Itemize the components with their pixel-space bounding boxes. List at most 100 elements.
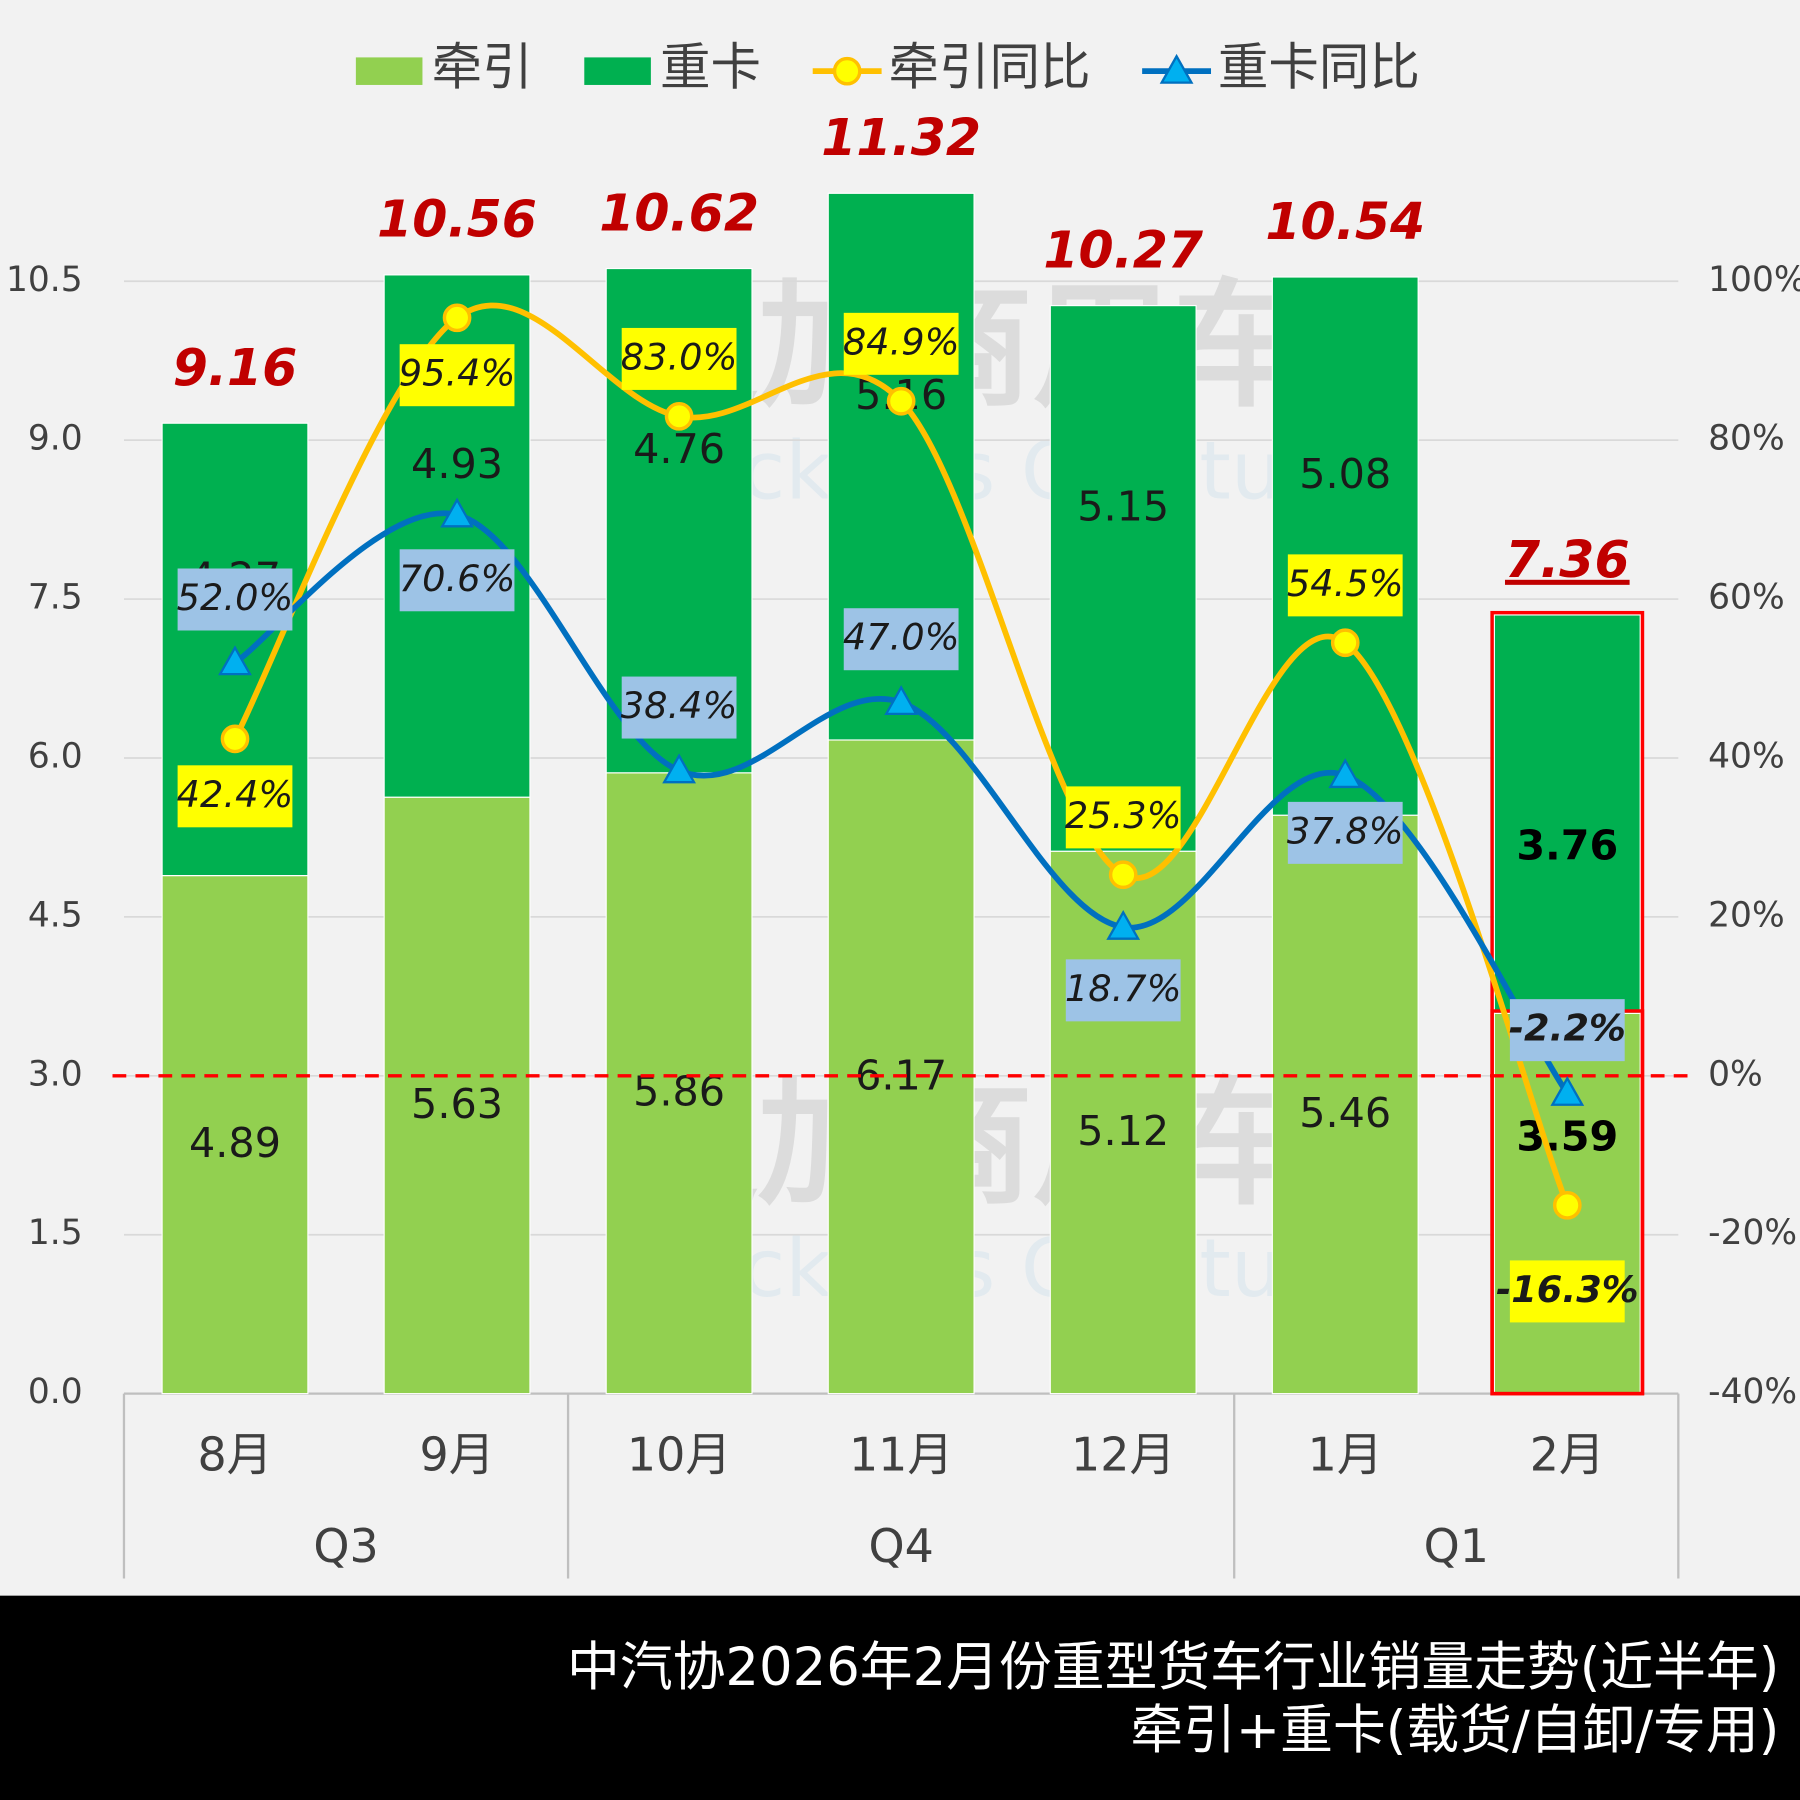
total-label: 11.32 bbox=[821, 108, 981, 167]
value-label: -2.2% bbox=[1509, 1007, 1626, 1050]
segment-label: 5.08 bbox=[1299, 450, 1391, 498]
segment-label: 4.89 bbox=[189, 1119, 281, 1167]
total-label: 10.62 bbox=[599, 183, 759, 242]
marker bbox=[1550, 1076, 1585, 1106]
legend-marker bbox=[1159, 53, 1194, 84]
marker bbox=[886, 386, 916, 416]
x-tick-label: 8月 bbox=[197, 1427, 272, 1481]
marker bbox=[884, 685, 919, 715]
y-tick-label: 0.0 bbox=[28, 1372, 83, 1412]
value-label-bg bbox=[621, 676, 737, 739]
y-tick-label: 1.5 bbox=[28, 1213, 83, 1253]
legend-swatch bbox=[355, 57, 423, 85]
group-label: Q1 bbox=[1424, 1519, 1489, 1573]
value-label: 84.9% bbox=[843, 320, 960, 363]
x-tick-label: 1月 bbox=[1308, 1427, 1383, 1481]
marker bbox=[442, 303, 472, 333]
value-label: 42.4% bbox=[177, 773, 294, 816]
bar-segment bbox=[827, 739, 975, 1395]
y-tick-label: 3.0 bbox=[28, 1054, 83, 1094]
value-label: 25.3% bbox=[1065, 794, 1182, 837]
segment-label: 3.76 bbox=[1516, 822, 1618, 870]
value-label: 18.7% bbox=[1065, 967, 1182, 1010]
footer-title: 中汽协2026年2月份重型货车行业销量走势(近半年) bbox=[567, 1637, 1779, 1698]
total-label: 9.16 bbox=[173, 338, 298, 397]
y2-tick-label: 0% bbox=[1708, 1054, 1763, 1094]
value-label-bg bbox=[1509, 1260, 1625, 1323]
x-tick-label: 11月 bbox=[849, 1427, 953, 1481]
y-tick-label: 10.5 bbox=[6, 260, 83, 300]
legend-label: 牵引同比 bbox=[888, 38, 1090, 97]
x-tick-label: 9月 bbox=[419, 1427, 494, 1481]
value-label-bg bbox=[399, 344, 515, 407]
value-label: -16.3% bbox=[1496, 1268, 1639, 1311]
marker bbox=[664, 401, 694, 431]
bar-segment bbox=[1493, 614, 1641, 1014]
y-tick-label: 6.0 bbox=[28, 736, 83, 776]
legend-swatch bbox=[584, 57, 651, 85]
marker bbox=[1106, 909, 1141, 940]
x-tick-label: 2月 bbox=[1530, 1427, 1605, 1481]
bar-segment bbox=[1049, 850, 1197, 1395]
legend-label: 牵引 bbox=[432, 38, 533, 97]
legend-marker bbox=[832, 56, 862, 86]
bar-segment bbox=[605, 772, 753, 1395]
segment-label: 5.46 bbox=[1299, 1089, 1391, 1137]
value-label: 54.5% bbox=[1287, 562, 1404, 605]
total-label: 10.56 bbox=[377, 190, 537, 249]
bar-segment bbox=[161, 875, 309, 1395]
segment-label: 5.63 bbox=[411, 1080, 503, 1128]
legend-label: 重卡 bbox=[660, 38, 761, 97]
footer-band bbox=[0, 1595, 1800, 1800]
y2-tick-label: 80% bbox=[1708, 419, 1785, 459]
value-label: 38.4% bbox=[621, 684, 738, 727]
marker bbox=[220, 724, 250, 754]
value-label-bg bbox=[1287, 801, 1403, 864]
value-label-bg bbox=[843, 312, 959, 375]
bar-segment bbox=[1049, 305, 1197, 852]
total-label: 10.54 bbox=[1265, 192, 1425, 251]
y2-tick-label: 20% bbox=[1708, 895, 1785, 935]
value-label-bg bbox=[177, 765, 293, 828]
marker bbox=[218, 645, 252, 676]
marker bbox=[1328, 758, 1363, 789]
bar-segment bbox=[383, 796, 531, 1395]
total-label: 7.36 bbox=[1505, 530, 1630, 589]
total-label: 10.27 bbox=[1043, 220, 1204, 279]
value-label: 47.0% bbox=[843, 616, 960, 659]
value-label: 37.8% bbox=[1287, 809, 1404, 852]
value-label: 95.4% bbox=[399, 352, 516, 395]
marker bbox=[662, 753, 696, 784]
segment-label: 4.76 bbox=[633, 425, 725, 473]
y2-tick-label: -20% bbox=[1708, 1213, 1797, 1253]
value-label: 70.6% bbox=[399, 557, 516, 600]
x-tick-label: 10月 bbox=[627, 1427, 731, 1481]
y2-tick-label: 100% bbox=[1708, 260, 1800, 300]
group-label: Q3 bbox=[313, 1519, 378, 1573]
value-label-bg bbox=[1065, 959, 1181, 1022]
marker bbox=[440, 497, 474, 528]
footer-subtitle: 牵引+重卡(载货/自卸/专用) bbox=[1130, 1700, 1779, 1761]
marker bbox=[1108, 860, 1138, 890]
y2-tick-label: 40% bbox=[1708, 736, 1785, 776]
y-tick-label: 7.5 bbox=[28, 578, 83, 618]
value-label-bg bbox=[1287, 554, 1403, 617]
marker bbox=[1330, 628, 1360, 658]
value-label: 83.0% bbox=[621, 335, 738, 378]
y2-tick-label: -40% bbox=[1708, 1372, 1797, 1412]
bar-segment bbox=[1271, 814, 1419, 1395]
segment-label: 3.59 bbox=[1516, 1113, 1618, 1161]
value-label-bg bbox=[621, 327, 737, 390]
value-label-bg bbox=[1065, 786, 1181, 849]
marker bbox=[1552, 1190, 1582, 1220]
segment-label: 5.12 bbox=[1077, 1107, 1169, 1155]
segment-label: 4.93 bbox=[411, 440, 503, 488]
bar-segment bbox=[1271, 276, 1419, 816]
value-label-bg bbox=[843, 608, 959, 671]
legend-label: 重卡同比 bbox=[1218, 38, 1420, 97]
value-label-bg bbox=[399, 549, 515, 612]
y-tick-label: 9.0 bbox=[28, 419, 83, 459]
group-label: Q4 bbox=[868, 1519, 933, 1573]
value-label-bg bbox=[1509, 999, 1625, 1062]
